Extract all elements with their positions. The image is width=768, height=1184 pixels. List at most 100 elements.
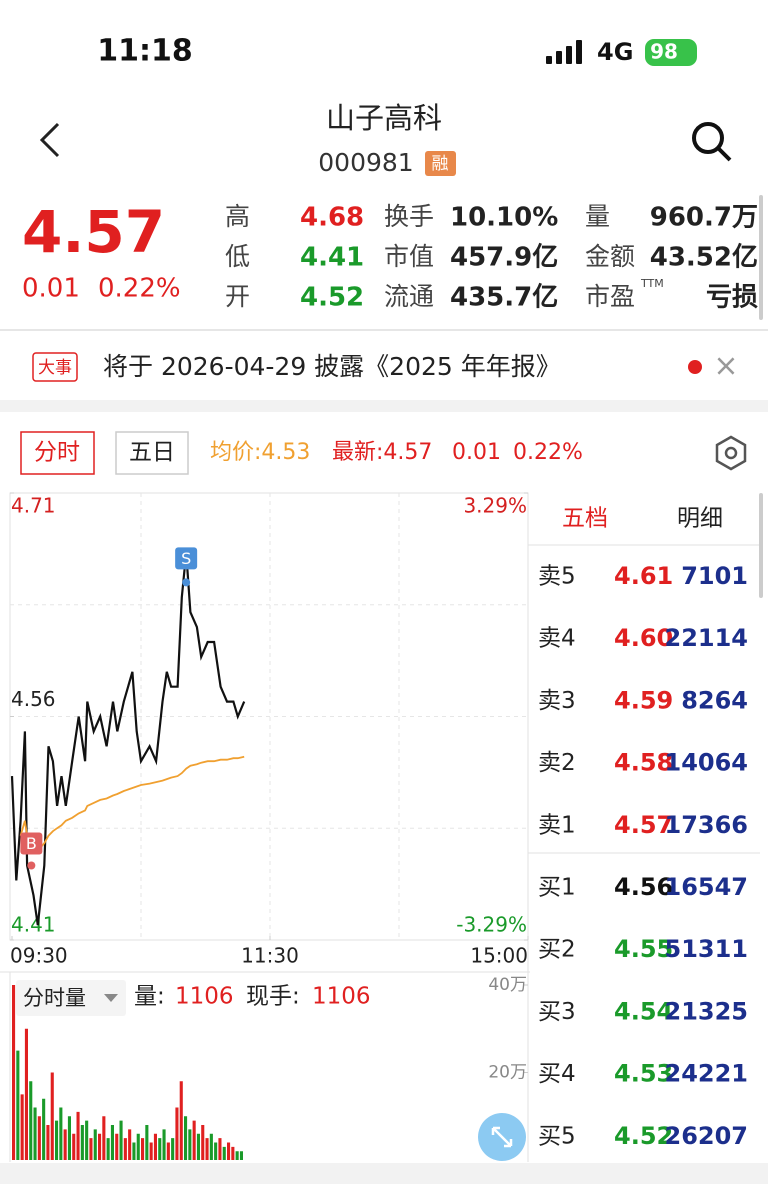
- volume-bar: [89, 1138, 93, 1160]
- order-price: 4.58: [614, 749, 673, 777]
- stat-value: 4.52: [300, 283, 364, 313]
- x-tick-label: 11:30: [241, 944, 299, 968]
- order-label: 卖3: [538, 688, 576, 714]
- y-tick-label: 40万: [488, 975, 527, 995]
- order-label: 卖1: [538, 812, 576, 838]
- tab-box[interactable]: [115, 431, 189, 475]
- stat-value: 10.10%: [450, 203, 558, 233]
- stat-label: 市盈: [585, 282, 635, 311]
- volume-bar: [20, 1094, 24, 1160]
- volume-bar: [123, 1138, 127, 1160]
- volume-bar: [227, 1142, 231, 1160]
- stat-label: 换手: [384, 202, 434, 231]
- margin-badge-text: 融: [432, 154, 449, 174]
- y-tick-label: 4.71: [11, 494, 56, 518]
- volume-bar: [98, 1133, 102, 1160]
- volume-bar: [132, 1142, 136, 1160]
- volume-bar: [231, 1146, 235, 1160]
- price-line: [10, 552, 246, 926]
- expand-button[interactable]: [478, 1113, 526, 1161]
- battery-icon: [645, 39, 697, 66]
- volume-bar: [63, 1129, 67, 1160]
- y2-tick-label: 3.29%: [463, 494, 527, 518]
- order-volume: 17366: [665, 811, 749, 839]
- volume-bar: [196, 1133, 200, 1160]
- volume-bar: [128, 1129, 132, 1160]
- order-label: 买3: [538, 999, 576, 1025]
- tab-five-day[interactable]: 五日: [129, 440, 175, 466]
- volume-bar: [218, 1138, 222, 1160]
- stat-label: 金额: [585, 242, 635, 271]
- volume-bar: [239, 1151, 243, 1160]
- stat-value: 4.41: [300, 243, 364, 273]
- stat-label: 市值: [384, 242, 434, 271]
- volume-bar: [12, 985, 16, 1160]
- volume-bar: [110, 1125, 114, 1160]
- volume-bar: [85, 1120, 89, 1160]
- notice-badge-text: 大事: [38, 358, 72, 378]
- status-time: 11:18: [97, 34, 193, 69]
- volume-bar: [102, 1116, 106, 1160]
- order-tab[interactable]: 明细: [677, 506, 723, 532]
- x-tick-label: 15:00: [470, 944, 528, 968]
- stat-value: 435.7亿: [450, 283, 558, 313]
- volume-bar: [201, 1125, 205, 1160]
- order-price: 4.61: [614, 562, 673, 590]
- notice-dot: [688, 360, 702, 374]
- notice-close[interactable]: ×: [713, 349, 738, 384]
- stat-value: 4.68: [300, 203, 364, 233]
- y-tick-label: 20万: [488, 1063, 527, 1083]
- stat-label: 量: [585, 202, 610, 231]
- price-line: [19, 755, 245, 852]
- trade-badge: [175, 547, 198, 570]
- price-change: 0.01: [22, 274, 80, 304]
- volume-selector[interactable]: [16, 980, 126, 1016]
- volume-bar: [37, 1116, 41, 1160]
- volume-bar: [59, 1107, 63, 1160]
- y-tick-label: 4.41: [11, 913, 56, 937]
- volume-bar: [205, 1138, 209, 1160]
- tab-intraday[interactable]: 分时: [34, 440, 80, 466]
- search-button[interactable]: [692, 122, 732, 162]
- order-volume: 7101: [681, 562, 748, 590]
- stat-value: 亏损: [706, 283, 758, 313]
- trade-badge-label: B: [26, 834, 37, 853]
- volume-bar: [76, 1111, 80, 1160]
- hand-label: 现手:: [246, 984, 300, 1010]
- volume-bar: [80, 1125, 84, 1160]
- order-tab[interactable]: 五档: [562, 506, 608, 532]
- volume-bar: [214, 1142, 218, 1160]
- tab-box[interactable]: [20, 431, 95, 475]
- order-price: 4.54: [614, 997, 673, 1025]
- order-price: 4.56: [614, 873, 673, 901]
- volume-bar: [93, 1129, 97, 1160]
- order-price: 4.60: [614, 624, 673, 652]
- network-type: 4G: [597, 38, 633, 66]
- back-button[interactable]: [39, 122, 60, 158]
- volume-bar: [184, 1116, 188, 1160]
- stock-name: 山子高科: [326, 101, 442, 135]
- section-gap: [0, 400, 768, 412]
- volume-bar: [179, 1081, 183, 1160]
- stat-label: 流通: [384, 282, 434, 311]
- order-label: 买4: [538, 1061, 576, 1087]
- volume-value: 1106: [175, 984, 234, 1010]
- volume-bar: [42, 1098, 46, 1160]
- order-volume: 22114: [665, 624, 749, 652]
- settings-button[interactable]: [715, 435, 747, 471]
- volume-bar: [192, 1120, 196, 1160]
- volume-bar: [119, 1120, 123, 1160]
- volume-bar: [141, 1138, 145, 1160]
- volume-selector-text[interactable]: 分时量: [23, 986, 86, 1010]
- notice-text[interactable]: 将于 2026-04-29 披露《2025 年年报》: [103, 352, 561, 381]
- volume-bar: [171, 1138, 175, 1160]
- avg-price: 均价:4.53: [210, 440, 310, 465]
- volume-bar: [50, 1072, 54, 1160]
- order-volume: 51311: [665, 935, 749, 963]
- order-price: 4.55: [614, 935, 673, 963]
- order-label: 买1: [538, 875, 576, 901]
- trade-marker: [182, 578, 191, 587]
- stock-code: 000981: [318, 148, 413, 177]
